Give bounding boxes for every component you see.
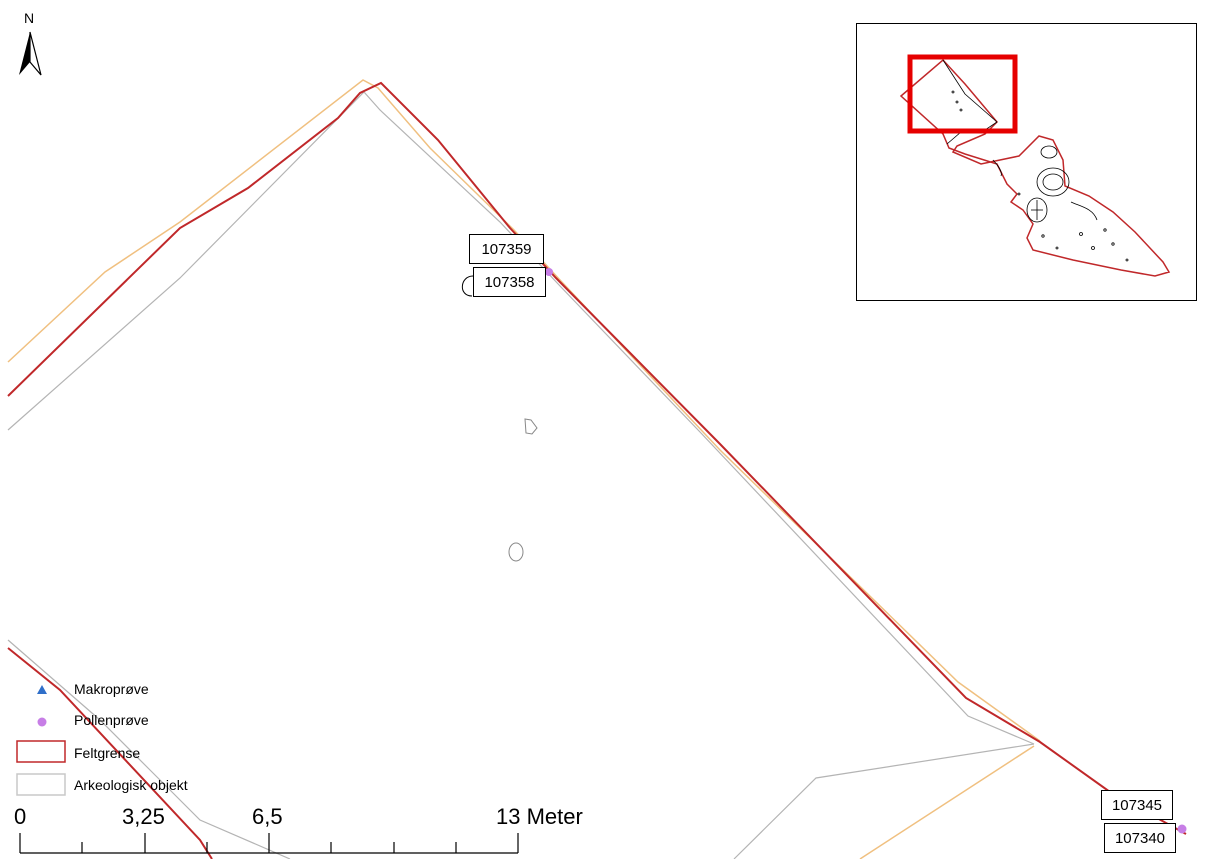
feltgrense-line <box>7 81 1187 835</box>
legend-feltgrense-symbol <box>16 740 66 763</box>
label-107340[interactable]: 107340 <box>1104 823 1176 853</box>
legend-feltgrense-label: Feltgrense <box>74 745 141 761</box>
orange-boundary-line-lower <box>859 745 1035 859</box>
inset-map-graphic <box>899 54 1171 277</box>
legend-pollenprove-symbol <box>37 717 47 727</box>
label-107359[interactable]: 107359 <box>469 234 544 264</box>
scale-label-3-25: 3,25 <box>122 804 165 829</box>
scale-label-0: 0 <box>14 804 27 829</box>
inset-overview-map[interactable] <box>856 23 1197 301</box>
scale-bar <box>19 833 519 854</box>
feature-outline-small-3 <box>461 275 474 297</box>
legend-makroprove-label: Makroprøve <box>74 681 149 697</box>
north-arrow-label: N <box>24 10 35 26</box>
arkeologisk-objekt-line <box>7 91 1035 745</box>
feature-outline-small-1 <box>524 418 538 435</box>
arkeologisk-objekt-line-sw <box>7 639 291 859</box>
pollen-point-107340[interactable] <box>1177 824 1187 834</box>
legend-arkeologisk-label: Arkeologisk objekt <box>74 777 188 793</box>
legend-arkeologisk-symbol <box>16 773 66 796</box>
label-107345[interactable]: 107345 <box>1101 790 1173 820</box>
label-107358[interactable]: 107358 <box>473 267 546 297</box>
feature-outline-small-2 <box>508 542 524 562</box>
north-arrow-icon <box>19 31 42 76</box>
scale-label-13-meter: 13 Meter <box>496 804 583 829</box>
legend-pollenprove-label: Pollenprøve <box>74 712 149 728</box>
scale-label-6-5: 6,5 <box>252 804 283 829</box>
inset-field-boundary <box>899 58 1171 277</box>
inset-current-extent[interactable] <box>907 54 1018 134</box>
feltgrense-line-sw <box>7 647 213 859</box>
legend-makroprove-symbol <box>37 685 47 694</box>
pollen-point-107358[interactable] <box>545 268 553 276</box>
inset-interior-features <box>942 59 1129 262</box>
arkeologisk-objekt-line-lower <box>733 743 1035 859</box>
